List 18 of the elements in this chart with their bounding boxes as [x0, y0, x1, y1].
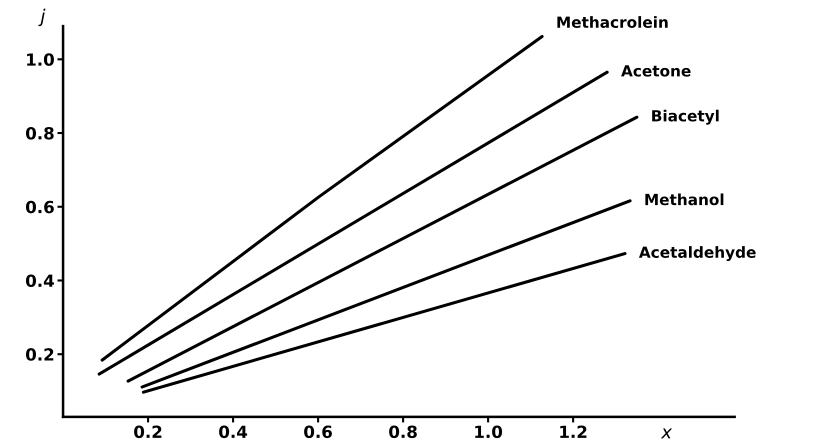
y-tick-label: 0.4: [26, 274, 54, 288]
y-tick-label: 0.6: [26, 200, 54, 214]
series-label: Biacetyl: [652, 110, 719, 125]
y-tick-label: 1.0: [27, 53, 54, 66]
x-tick-label: 0.2: [134, 425, 162, 438]
x-tick-label: 0.4: [219, 425, 248, 438]
series-label: Methacrolein: [557, 16, 668, 28]
series-label: Acetaldehyde: [638, 246, 756, 262]
x-tick-label: 1.2: [560, 425, 586, 438]
series-label: Methanol: [645, 193, 724, 206]
x-tick-label: 1.0: [475, 425, 502, 438]
series-label: Acetone: [621, 65, 691, 77]
y-axis-title: j: [38, 8, 46, 26]
y-tick-label: 0.2: [26, 348, 54, 361]
x-axis-title: x: [660, 428, 672, 438]
y-tick-label: 0.8: [26, 126, 54, 140]
x-tick-label: 0.8: [389, 425, 417, 438]
x-tick-label: 0.6: [304, 425, 332, 438]
